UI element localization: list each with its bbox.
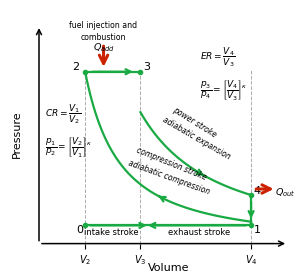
Text: 3: 3 — [143, 62, 150, 72]
Text: adiabatic compression: adiabatic compression — [127, 159, 211, 197]
Text: Pressure: Pressure — [12, 111, 22, 158]
Text: compression stroke: compression stroke — [135, 146, 208, 182]
Text: Volume: Volume — [148, 263, 189, 273]
Text: $Q_{out}$: $Q_{out}$ — [275, 187, 296, 199]
Text: adiabatic expansion: adiabatic expansion — [161, 115, 232, 162]
Text: 4: 4 — [254, 186, 260, 196]
Text: power stroke: power stroke — [171, 105, 218, 139]
Text: 2: 2 — [72, 62, 80, 72]
Text: exhaust stroke: exhaust stroke — [168, 228, 230, 237]
Text: $CR = \dfrac{V_1}{V_2}$: $CR = \dfrac{V_1}{V_2}$ — [45, 102, 81, 126]
Text: 1: 1 — [254, 225, 260, 235]
Text: $\dfrac{p_1}{p_2} = \left[\dfrac{V_2}{V_1}\right]^{\kappa}$: $\dfrac{p_1}{p_2} = \left[\dfrac{V_2}{V_… — [45, 134, 92, 158]
Text: fuel injection and: fuel injection and — [70, 21, 138, 30]
Text: $ER = \dfrac{V_4}{V_3}$: $ER = \dfrac{V_4}{V_3}$ — [200, 46, 236, 69]
Text: 0: 0 — [76, 225, 83, 235]
Text: intake stroke: intake stroke — [84, 228, 139, 237]
Text: $Q_{add}$: $Q_{add}$ — [93, 41, 115, 53]
Text: combustion: combustion — [81, 33, 126, 42]
Text: $\dfrac{p_3}{p_4} = \left[\dfrac{V_4}{V_3}\right]^{\kappa}$: $\dfrac{p_3}{p_4} = \left[\dfrac{V_4}{V_… — [200, 78, 248, 102]
